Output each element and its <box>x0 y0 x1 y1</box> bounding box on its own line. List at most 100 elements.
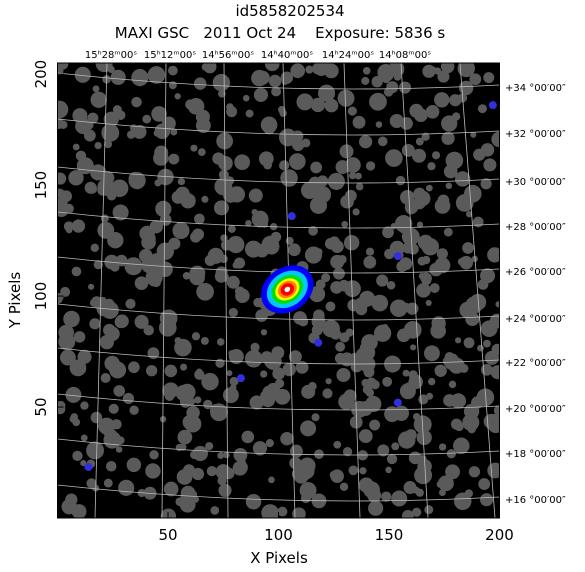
noise-blob <box>348 107 357 116</box>
noise-blob <box>280 169 298 187</box>
noise-blob <box>128 361 140 373</box>
noise-blob <box>152 278 161 287</box>
noise-blob <box>353 208 360 215</box>
dec-label: +16 °00′00″ <box>505 495 566 506</box>
noise-blob <box>261 329 267 335</box>
noise-blob <box>290 63 305 78</box>
noise-blob <box>250 343 259 352</box>
noise-blob <box>74 331 86 343</box>
ra-label: 15ʰ28ᵐ00ˢ <box>85 50 137 61</box>
noise-blob <box>413 413 420 420</box>
noise-blob <box>465 312 479 326</box>
noise-blob <box>86 478 96 488</box>
noise-blob <box>91 412 103 424</box>
noise-blob <box>449 381 456 388</box>
noise-blob <box>361 77 369 85</box>
noise-blob <box>418 235 433 250</box>
x-tick-label: 50 <box>158 526 177 544</box>
noise-blob <box>412 149 426 163</box>
noise-blob <box>363 256 376 269</box>
noise-blob <box>131 97 142 108</box>
noise-blob <box>154 146 168 160</box>
noise-blob <box>255 244 269 258</box>
noise-blob <box>451 393 466 408</box>
source <box>314 339 322 347</box>
noise-blob <box>299 457 315 473</box>
noise-blob <box>271 232 282 243</box>
noise-blob <box>113 385 125 397</box>
noise-blob <box>127 458 141 472</box>
x-axis-label: X Pixels <box>250 549 308 567</box>
noise-blob <box>384 406 400 422</box>
noise-blob <box>418 257 427 266</box>
noise-blob <box>461 257 472 268</box>
noise-blob <box>72 219 85 232</box>
noise-blob <box>414 108 428 122</box>
noise-blob <box>468 304 477 313</box>
noise-blob <box>468 415 475 422</box>
noise-blob <box>94 142 101 149</box>
noise-blob <box>194 396 201 403</box>
noise-blob <box>315 63 328 76</box>
noise-blob <box>370 380 379 389</box>
noise-blob <box>344 235 359 250</box>
noise-blob <box>356 183 364 191</box>
noise-blob <box>477 345 484 352</box>
noise-blob <box>220 273 229 282</box>
noise-blob <box>308 382 317 391</box>
noise-blob <box>366 161 375 170</box>
noise-blob <box>333 268 345 280</box>
noise-blob <box>180 364 187 371</box>
noise-blob <box>55 404 65 414</box>
noise-blob <box>293 311 307 325</box>
noise-blob <box>404 321 422 339</box>
noise-blob <box>495 301 501 307</box>
noise-blob <box>455 337 461 343</box>
noise-blob <box>175 93 181 99</box>
noise-blob <box>403 370 410 377</box>
noise-blob <box>111 70 126 85</box>
noise-blob <box>363 67 371 75</box>
noise-blob <box>387 454 397 464</box>
noise-blob <box>310 162 322 174</box>
noise-blob <box>196 369 203 376</box>
noise-blob <box>196 283 214 301</box>
noise-blob <box>432 151 440 159</box>
noise-blob <box>435 365 447 377</box>
y-axis-label: Y Pixels <box>6 272 24 330</box>
noise-blob <box>174 339 192 357</box>
noise-blob <box>268 477 275 484</box>
noise-blob <box>286 237 294 245</box>
noise-blob <box>430 283 440 293</box>
noise-blob <box>220 255 228 263</box>
noise-blob <box>478 279 489 290</box>
noise-blob <box>322 320 340 338</box>
noise-blob <box>201 337 209 345</box>
noise-blob <box>328 173 345 190</box>
noise-blob <box>107 232 123 248</box>
chart-subtitle: MAXI GSC 2011 Oct 24 Exposure: 5836 s <box>115 24 446 42</box>
noise-blob <box>391 223 398 230</box>
noise-blob <box>101 373 111 383</box>
noise-blob <box>60 287 70 297</box>
y-tick-label: 100 <box>32 282 50 311</box>
noise-blob <box>424 505 433 514</box>
noise-blob <box>151 106 167 122</box>
noise-blob <box>89 318 100 329</box>
noise-blob <box>410 344 416 350</box>
noise-blob <box>283 363 296 376</box>
noise-blob <box>269 75 282 88</box>
noise-blob <box>415 191 430 206</box>
noise-blob <box>399 257 412 270</box>
noise-blob <box>404 382 414 392</box>
noise-blob <box>60 190 72 202</box>
noise-blob <box>263 161 272 170</box>
noise-blob <box>143 325 154 336</box>
noise-blob <box>62 499 77 514</box>
noise-blob <box>229 308 238 317</box>
noise-blob <box>481 143 495 157</box>
noise-blob <box>73 144 80 151</box>
noise-blob <box>104 479 113 488</box>
noise-blob <box>123 393 134 404</box>
noise-blob <box>430 323 446 339</box>
